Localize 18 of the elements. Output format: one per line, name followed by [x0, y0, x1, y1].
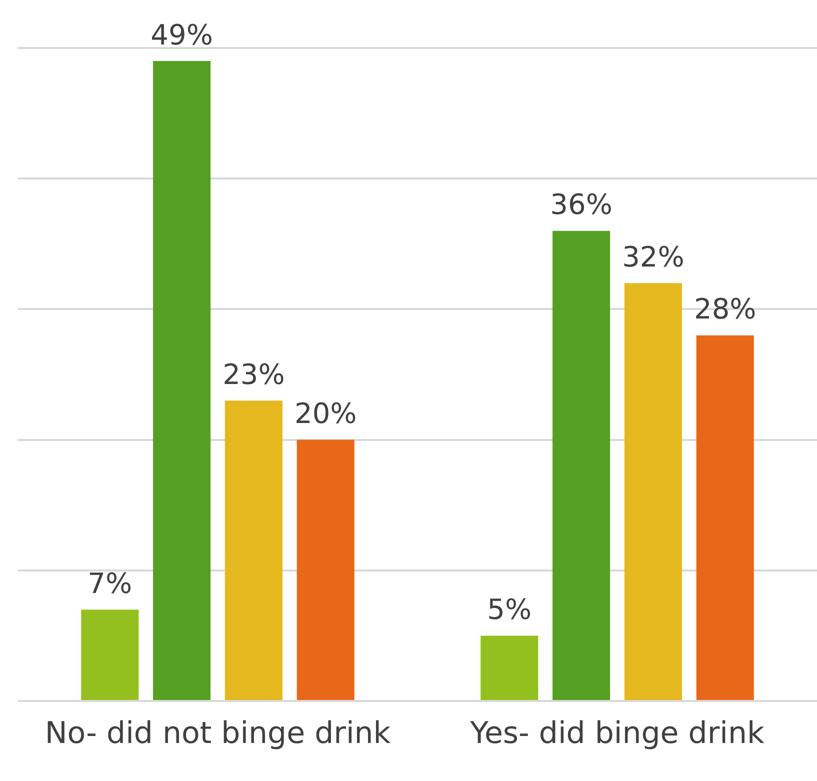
bar [480, 636, 538, 700]
bar [696, 335, 754, 700]
bar [224, 400, 282, 700]
data-label: 32% [622, 240, 684, 274]
bar [552, 230, 610, 700]
data-label: 7% [88, 566, 132, 600]
bar [624, 283, 682, 700]
bar [81, 610, 139, 700]
x-tick-label: No- did not binge drink [44, 716, 392, 751]
data-label: 23% [222, 358, 285, 391]
data-label: 36% [550, 188, 612, 222]
x-tick-label: Yes- did binge drink [469, 716, 766, 751]
data-label: 20% [294, 397, 357, 430]
data-label: 28% [694, 292, 756, 326]
bar [153, 61, 211, 700]
data-label: 5% [487, 592, 532, 626]
bar [296, 440, 354, 700]
data-label: 49% [150, 18, 213, 52]
